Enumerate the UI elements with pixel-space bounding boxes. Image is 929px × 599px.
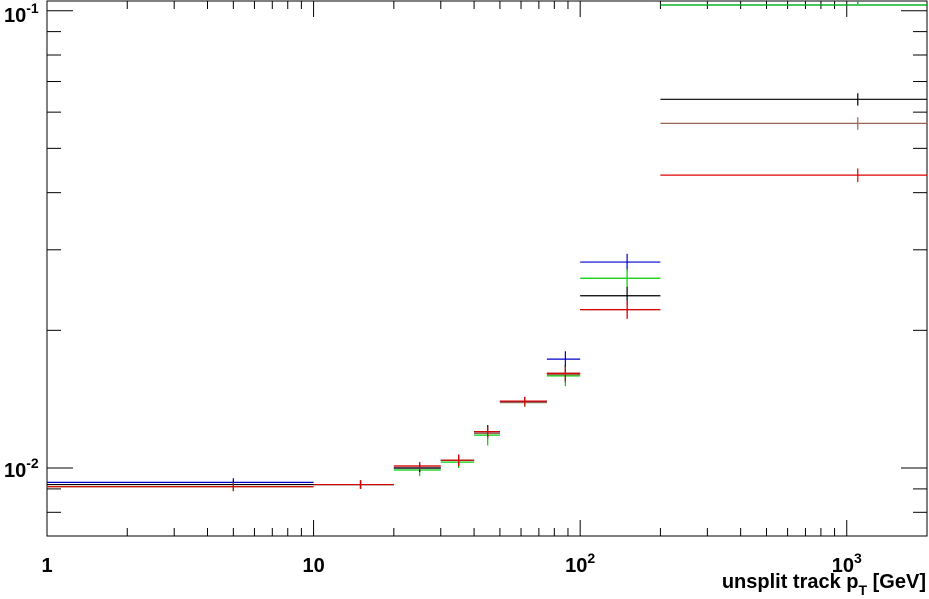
series-1 — [47, 1, 927, 489]
x-tick-label: 102 — [565, 550, 595, 577]
plot-frame — [46, 0, 928, 537]
x-tick-label: 10 — [302, 555, 324, 577]
series-3 — [47, 93, 927, 489]
data-series — [47, 1, 927, 492]
series-5 — [47, 168, 927, 492]
x-axis-tick-labels: 1 10 102 103 — [41, 550, 862, 577]
y-tick-label: 10-2 — [4, 455, 39, 482]
y-axis-ticks — [47, 10, 927, 513]
series-2 — [47, 1, 927, 492]
x-axis-ticks — [46, 1, 928, 536]
x-axis-title: unsplit track pT [GeV] — [722, 571, 926, 598]
x-tick-label: 1 — [41, 555, 52, 577]
x-tick-label: 103 — [832, 550, 862, 577]
y-tick-label: 10-1 — [4, 0, 39, 27]
y-axis-tick-labels: 10-2 10-1 — [4, 0, 39, 482]
